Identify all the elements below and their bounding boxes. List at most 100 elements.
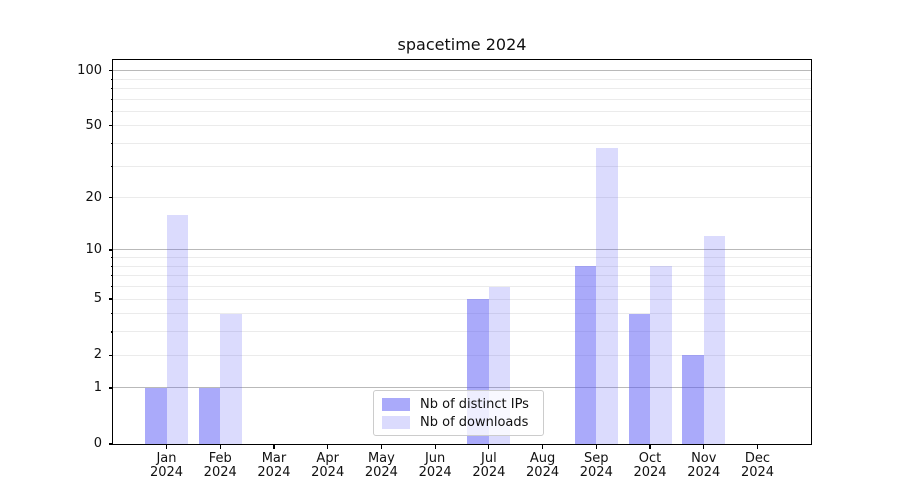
y-minor-tick-mark [110, 110, 113, 113]
x-tick-year: 2024 [526, 464, 560, 480]
y-tick-mark [108, 354, 113, 356]
x-tick-mark [488, 445, 490, 449]
x-tick-month: Jul [481, 451, 497, 466]
bar-distinct-ips [628, 313, 651, 444]
bar-distinct-ips [198, 387, 221, 444]
legend-label: Nb of downloads [420, 414, 529, 430]
x-tick-label: Apr 2024 [298, 452, 358, 479]
legend: Nb of distinct IPs Nb of downloads [373, 390, 544, 436]
bar-distinct-ips [574, 266, 597, 444]
gridline-minor [113, 98, 811, 100]
x-tick-mark [434, 445, 436, 449]
x-tick-month: Apr [316, 451, 339, 466]
gridline-minor [113, 265, 811, 267]
y-minor-tick-mark [110, 275, 113, 277]
x-tick-month: Jan [156, 451, 177, 466]
gridline-minor [113, 331, 811, 333]
x-tick-month: Sep [584, 451, 609, 466]
gridline-minor [113, 275, 811, 277]
x-tick-label: Feb 2024 [190, 452, 250, 479]
gridline-minor [113, 197, 811, 199]
y-tick-mark [108, 197, 113, 199]
y-tick-label: 10 [85, 241, 102, 257]
x-tick-mark [649, 445, 651, 449]
x-tick-mark [273, 445, 275, 449]
x-tick-label: Aug 2024 [513, 452, 573, 479]
x-tick-month: Aug [529, 451, 556, 466]
x-tick-label: May 2024 [351, 452, 411, 479]
gridline-major [113, 70, 811, 72]
y-tick-mark [108, 387, 113, 389]
y-minor-tick-mark [110, 286, 113, 288]
x-tick-mark [380, 445, 382, 449]
gridline-minor [113, 125, 811, 127]
x-tick-month: Mar [261, 451, 287, 466]
y-minor-tick-mark [110, 313, 113, 315]
x-tick-year: 2024 [687, 464, 721, 480]
x-tick-year: 2024 [364, 464, 398, 480]
x-tick-label: Jul 2024 [459, 452, 519, 479]
x-tick-month: Jun [424, 451, 446, 466]
chart-title: spacetime 2024 [397, 35, 527, 54]
y-minor-tick-mark [110, 331, 113, 333]
x-tick-mark [703, 445, 705, 449]
gridline-minor [113, 354, 811, 356]
x-tick-mark [165, 445, 168, 449]
gridline-minor [113, 257, 811, 259]
legend-label: Nb of distinct IPs [420, 396, 529, 412]
bar-downloads [650, 266, 672, 444]
x-tick-month: Feb [208, 451, 232, 466]
x-tick-label: Oct 2024 [620, 452, 680, 479]
y-minor-tick-mark [110, 87, 113, 90]
x-tick-year: 2024 [257, 464, 291, 480]
gridline-minor [113, 78, 811, 80]
y-tick-mark [108, 125, 113, 127]
legend-item: Nb of downloads [382, 413, 535, 431]
x-tick-month: Dec [744, 451, 771, 466]
gridline-minor [113, 87, 811, 89]
y-tick-mark [108, 298, 113, 300]
y-tick-label: 1 [93, 379, 102, 395]
gridline-major [113, 387, 811, 389]
x-tick-label: Dec 2024 [728, 452, 788, 479]
x-tick-year: 2024 [579, 464, 613, 480]
x-tick-mark [541, 445, 544, 449]
x-tick-year: 2024 [472, 464, 506, 480]
x-tick-mark [595, 445, 597, 449]
x-tick-mark [756, 445, 759, 449]
y-tick-label: 50 [85, 117, 102, 133]
y-minor-tick-mark [110, 265, 113, 267]
gridline-minor [113, 298, 811, 300]
gridline-minor [113, 286, 811, 288]
legend-swatch-distinct-ips-icon [382, 397, 410, 411]
bar-distinct-ips [682, 355, 704, 444]
gridline-minor [113, 313, 811, 315]
legend-swatch-downloads-icon [382, 415, 410, 429]
x-tick-year: 2024 [418, 464, 452, 480]
y-tick-label: 5 [93, 291, 102, 307]
y-minor-tick-mark [110, 143, 113, 145]
x-tick-year: 2024 [311, 464, 345, 480]
y-tick-mark [108, 69, 113, 72]
x-tick-label: Sep 2024 [566, 452, 626, 479]
y-tick-label: 20 [85, 189, 102, 205]
x-tick-month: May [367, 451, 395, 466]
x-tick-year: 2024 [633, 464, 667, 480]
y-tick-mark [108, 443, 113, 445]
x-tick-year: 2024 [203, 464, 237, 480]
gridline-major [113, 249, 811, 251]
legend-item: Nb of distinct IPs [382, 395, 535, 413]
y-minor-tick-mark [110, 257, 113, 259]
y-tick-mark [108, 249, 113, 251]
x-tick-mark [327, 445, 329, 449]
y-minor-tick-mark [110, 165, 113, 167]
gridline-minor [113, 110, 811, 112]
x-tick-year: 2024 [149, 464, 184, 480]
x-tick-label: Jan 2024 [137, 452, 197, 479]
bar-downloads [703, 236, 726, 444]
y-tick-label: 0 [93, 436, 102, 451]
x-tick-mark [219, 445, 221, 449]
gridline-minor [113, 143, 811, 145]
bar-distinct-ips [145, 387, 167, 444]
